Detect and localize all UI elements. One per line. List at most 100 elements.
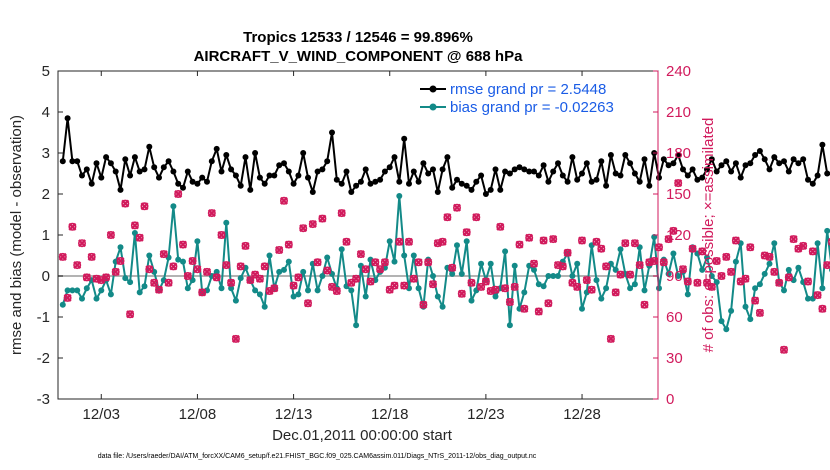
rmse-point (228, 166, 235, 173)
bias-point (819, 285, 826, 292)
assimilated-marker (707, 282, 716, 291)
bias-point (756, 281, 763, 288)
bias-point (146, 252, 153, 259)
rmse-point (737, 174, 744, 181)
assimilated-marker (592, 237, 601, 246)
assimilated-marker (97, 276, 106, 285)
assimilated-marker (429, 280, 437, 289)
bias-point (684, 291, 691, 298)
bias-point (718, 318, 725, 325)
rmse-point (98, 174, 105, 181)
assimilated-marker (736, 277, 745, 286)
possible-marker (111, 267, 120, 276)
assimilated-marker (255, 274, 264, 283)
assimilated-marker (727, 267, 736, 276)
rmse-point (189, 178, 196, 185)
rmse-point (218, 168, 225, 175)
possible-marker (755, 308, 764, 317)
rmse-point (636, 178, 643, 185)
assimilated-marker (443, 213, 452, 222)
rmse-point (127, 172, 134, 179)
rmse-point (290, 180, 297, 187)
legend-bias-text: bias grand pr = -0.02263 (450, 99, 614, 116)
bias-point (401, 252, 408, 259)
rmse-point (425, 170, 432, 177)
y2-tick-label: 0 (666, 391, 674, 408)
assimilated-marker (419, 300, 428, 309)
rmse-point (285, 168, 292, 175)
possible-marker (717, 271, 726, 280)
rmse-point (184, 168, 191, 175)
possible-marker (227, 278, 236, 287)
y-tick-label: 1 (42, 227, 50, 244)
possible-marker (525, 233, 534, 242)
rmse-point (555, 160, 561, 167)
bias-point (747, 316, 754, 323)
assimilated-marker (746, 243, 755, 252)
y2-tick-label: 150 (666, 186, 691, 203)
assimilated-marker (722, 252, 731, 261)
assimilated-marker (265, 287, 274, 296)
rmse-point (170, 168, 177, 175)
possible-marker (63, 293, 72, 302)
rmse-point (819, 141, 826, 148)
assimilated-marker (87, 252, 96, 261)
bias-point (670, 250, 677, 257)
bias-point (574, 260, 581, 267)
possible-marker (174, 190, 183, 199)
possible-marker (68, 222, 77, 231)
possible-marker (784, 273, 793, 282)
bias-point (300, 268, 307, 275)
assimilated-marker (323, 266, 332, 275)
y-tick-label: 5 (42, 63, 50, 80)
bias-point (175, 256, 182, 263)
possible-marker (544, 299, 553, 308)
assimilated-marker (457, 289, 466, 298)
possible-marker (602, 262, 611, 271)
bias-point (656, 285, 662, 292)
assimilated-marker (78, 239, 87, 248)
bias-point (396, 193, 403, 199)
assimilated-marker (621, 239, 630, 248)
x-axis-label: Dec.01,2011 00:00:00 start (272, 427, 453, 444)
possible-marker (380, 258, 389, 267)
possible-marker (803, 277, 812, 286)
assimilated-marker (342, 237, 351, 246)
bias-point (386, 238, 393, 245)
possible-marker (510, 282, 519, 291)
possible-marker (246, 276, 255, 285)
assimilated-marker (404, 237, 413, 246)
possible-marker (505, 297, 514, 306)
rmse-point (381, 168, 388, 175)
rmse-point (646, 182, 653, 189)
bias-point (704, 254, 710, 261)
possible-marker (87, 252, 96, 261)
assimilated-marker (58, 252, 67, 261)
bias-point (487, 260, 494, 267)
bias-point (252, 287, 259, 294)
possible-marker (727, 267, 736, 276)
possible-marker (775, 278, 784, 287)
y2-tick-label: 30 (666, 350, 683, 367)
possible-marker (472, 213, 481, 222)
rmse-point (281, 160, 287, 167)
assimilated-marker (169, 262, 178, 271)
assimilated-marker (183, 272, 192, 280)
possible-marker (352, 274, 361, 283)
assimilated-marker (222, 261, 231, 270)
possible-marker (371, 258, 380, 267)
bias-point (550, 273, 557, 279)
right-y-axis: 0 30 60 90 120 150 180 210 240 (653, 63, 691, 408)
possible-marker (577, 236, 586, 245)
assimilated-marker (361, 265, 370, 274)
rmse-point (319, 166, 326, 173)
bias-point (761, 270, 768, 277)
rmse-point (300, 150, 307, 156)
assimilated-marker (453, 203, 462, 212)
assimilated-marker (73, 261, 82, 270)
bias-point (285, 258, 292, 265)
possible-marker (82, 273, 91, 282)
rmse-point (752, 152, 759, 158)
rmse-point (660, 156, 667, 163)
assimilated-marker (227, 278, 236, 287)
